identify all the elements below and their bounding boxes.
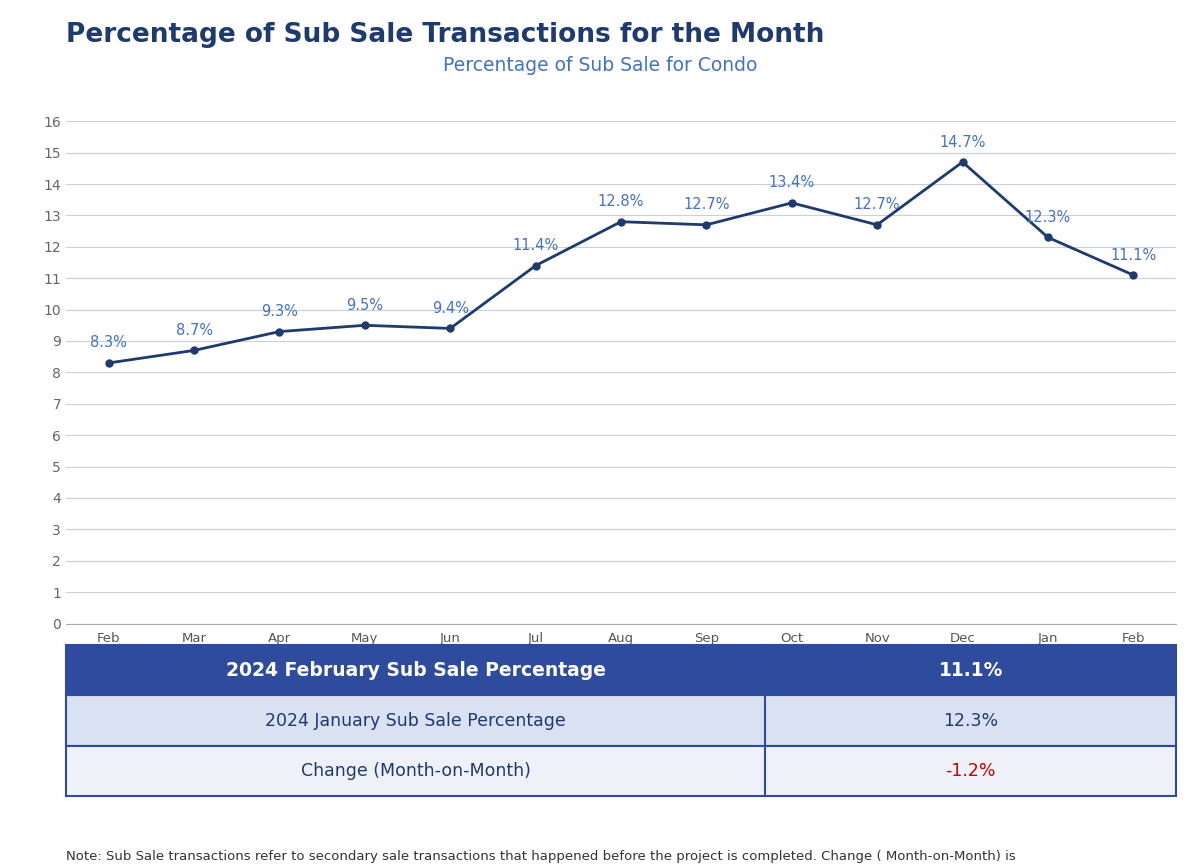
Text: Note: Sub Sale transactions refer to secondary sale transactions that happened b: Note: Sub Sale transactions refer to sec… <box>66 850 1015 866</box>
Text: Change (Month-on-Month): Change (Month-on-Month) <box>301 762 530 779</box>
Text: 14.7%: 14.7% <box>940 134 985 150</box>
Text: 2024 January Sub Sale Percentage: 2024 January Sub Sale Percentage <box>265 712 566 729</box>
Text: 9.4%: 9.4% <box>432 301 469 316</box>
Text: 8.3%: 8.3% <box>90 335 127 351</box>
Text: 12.3%: 12.3% <box>1025 210 1072 225</box>
Text: 11.4%: 11.4% <box>512 238 559 253</box>
Text: 11.1%: 11.1% <box>938 661 1003 680</box>
Text: 8.7%: 8.7% <box>175 323 212 338</box>
Text: 9.5%: 9.5% <box>347 298 383 313</box>
Text: 12.7%: 12.7% <box>683 197 730 212</box>
Text: 12.3%: 12.3% <box>943 712 998 729</box>
Text: 12.8%: 12.8% <box>598 194 644 210</box>
Text: Percentage of Sub Sale Transactions for the Month: Percentage of Sub Sale Transactions for … <box>66 22 824 48</box>
Text: 11.1%: 11.1% <box>1110 248 1157 262</box>
Text: 12.7%: 12.7% <box>854 197 900 212</box>
Text: Percentage of Sub Sale for Condo: Percentage of Sub Sale for Condo <box>443 56 757 75</box>
Text: 2024 February Sub Sale Percentage: 2024 February Sub Sale Percentage <box>226 661 606 680</box>
Text: 9.3%: 9.3% <box>262 304 298 319</box>
Text: -1.2%: -1.2% <box>946 762 996 779</box>
Text: 13.4%: 13.4% <box>769 175 815 191</box>
